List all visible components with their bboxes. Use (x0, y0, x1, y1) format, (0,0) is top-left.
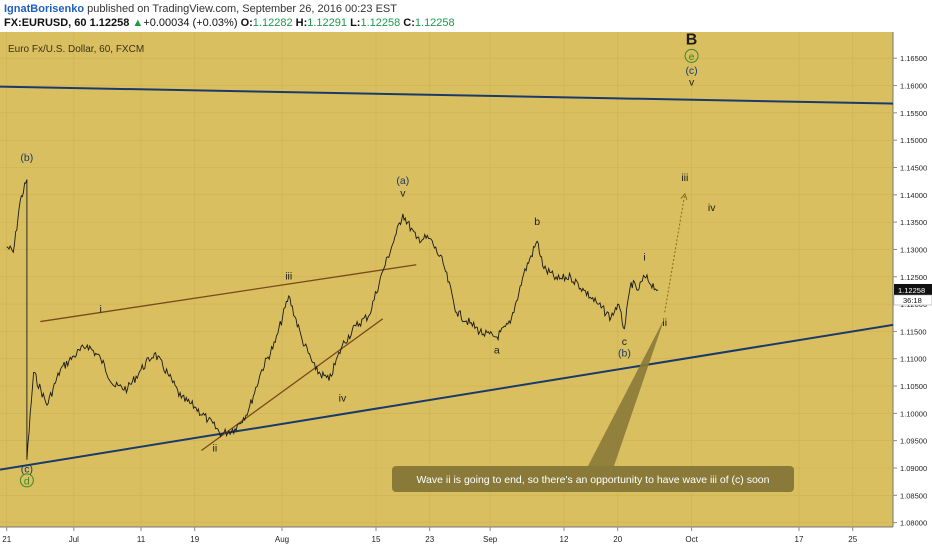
price-change: +0.00034 (+0.03%) (143, 17, 238, 29)
price-tick-label: 1.13000 (900, 245, 927, 254)
close-label: C: (403, 17, 415, 29)
price-tick-label: 1.16500 (900, 54, 927, 63)
wave-label: iii (285, 271, 292, 283)
price-axis[interactable] (893, 32, 932, 527)
open-value: 1.12282 (252, 17, 293, 29)
price-tick-label: 1.11000 (900, 355, 927, 364)
last-price-text: 1.12258 (898, 286, 925, 295)
time-tick-label: 17 (795, 535, 804, 544)
price-tick-label: 1.12500 (900, 273, 927, 282)
triangle-upper-trendline (40, 264, 417, 323)
time-tick-label: 20 (613, 535, 622, 544)
wave-label: e (689, 51, 695, 63)
wave-label: d (24, 475, 30, 487)
price-tick-label: 1.09000 (900, 464, 927, 473)
triangle-lower-trendline (201, 318, 384, 452)
callout: Wave ii is going to end, so there's an o… (392, 317, 794, 492)
price-tick-label: 1.10000 (900, 409, 927, 418)
author-link[interactable]: IgnatBorisenko (4, 3, 85, 15)
last-price: 1.12258 (89, 17, 130, 29)
high-value: 1.12291 (307, 17, 347, 29)
wave-label: (a) (396, 175, 409, 187)
callout-text: Wave ii is going to end, so there's an o… (417, 474, 770, 486)
price-tick-label: 1.13500 (900, 218, 927, 227)
time-tick-label: 19 (190, 535, 199, 544)
wave-label: i (643, 251, 645, 263)
price-tick-label: 1.09500 (900, 437, 927, 446)
low-label: L: (350, 17, 361, 29)
wave-label: B (686, 32, 698, 49)
time-tick-label: Aug (275, 535, 289, 544)
symbol-label: FX:EURUSD, 60 (4, 17, 87, 29)
eurusd-price-line (6, 179, 659, 460)
low-value: 1.12258 (360, 17, 401, 29)
wave-label: iv (708, 202, 716, 214)
high-label: H: (295, 17, 308, 29)
chart-header: IgnatBorisenko published on TradingView.… (0, 0, 932, 32)
wave-label: (b) (618, 348, 631, 360)
wave-label: iv (339, 392, 347, 404)
wave-label: v (689, 77, 695, 89)
callout-pointer (588, 317, 665, 466)
time-tick-label: 15 (372, 535, 381, 544)
publication-line: IgnatBorisenko published on TradingView.… (4, 3, 397, 15)
wave-label: iii (681, 172, 688, 184)
chart-title: Euro Fx/U.S. Dollar, 60, FXCM (8, 44, 144, 55)
time-tick-label: Oct (685, 535, 698, 544)
time-tick-label: Jul (69, 535, 79, 544)
price-tick-label: 1.15500 (900, 109, 927, 118)
time-tick-label: Sep (483, 535, 498, 544)
time-tick-label: 11 (137, 535, 146, 544)
price-tick-label: 1.08000 (900, 519, 927, 528)
projection-line (664, 193, 686, 313)
wave-label: (b) (20, 152, 33, 164)
open-label: O: (240, 17, 253, 29)
projection (664, 192, 688, 313)
price-tick-label: 1.16000 (900, 82, 927, 91)
wave-label: (c) (21, 463, 33, 475)
grid (0, 32, 893, 527)
price-chart[interactable]: Euro Fx/U.S. Dollar, 60, FXCM Be(c)v(b)(… (0, 32, 932, 550)
countdown-text: 36:18 (903, 296, 922, 305)
price-tick-label: 1.10500 (900, 382, 927, 391)
projection-arrowhead (680, 192, 688, 200)
time-tick-label: 23 (425, 535, 434, 544)
quote-line: FX:EURUSD, 60 1.12258 ▲+0.00034 (+0.03%)… (4, 17, 455, 29)
lower-channel-trendline (0, 323, 894, 471)
price-tick-label: 1.14500 (900, 163, 927, 172)
wave-label: b (534, 216, 540, 228)
time-ticks: 21 Jul 11 19 Aug 15 23 Sep 12 20 Oct 17 25 (2, 527, 858, 544)
upper-channel-trendline (0, 85, 894, 105)
published-text: published on TradingView.com, September … (87, 3, 397, 15)
wave-label-circle (19, 473, 34, 488)
wave-label: (c) (685, 65, 697, 77)
wave-label: ii (213, 443, 218, 455)
wave-label: a (494, 344, 500, 356)
trendlines (0, 85, 894, 471)
wave-label: v (400, 187, 406, 199)
price-tick-label: 1.15000 (900, 136, 927, 145)
plot-area[interactable] (0, 32, 893, 527)
callout-box (392, 466, 794, 492)
wave-label-circle (684, 48, 699, 63)
time-tick-label: 25 (848, 535, 857, 544)
price-tick-label: 1.08500 (900, 491, 927, 500)
up-arrow-icon: ▲ (132, 17, 144, 29)
time-tick-label: 21 (2, 535, 11, 544)
close-value: 1.12258 (414, 17, 455, 29)
wave-label: c (622, 336, 627, 348)
time-tick-label: 12 (560, 535, 569, 544)
last-price-box (894, 283, 932, 295)
price-tick-label: 1.11500 (900, 327, 927, 336)
wave-label: ii (662, 317, 667, 329)
price-series (6, 179, 659, 460)
countdown-box (893, 294, 932, 306)
wave-label: i (100, 303, 102, 315)
price-tick-label: 1.14000 (900, 191, 927, 200)
time-axis[interactable] (0, 527, 932, 550)
